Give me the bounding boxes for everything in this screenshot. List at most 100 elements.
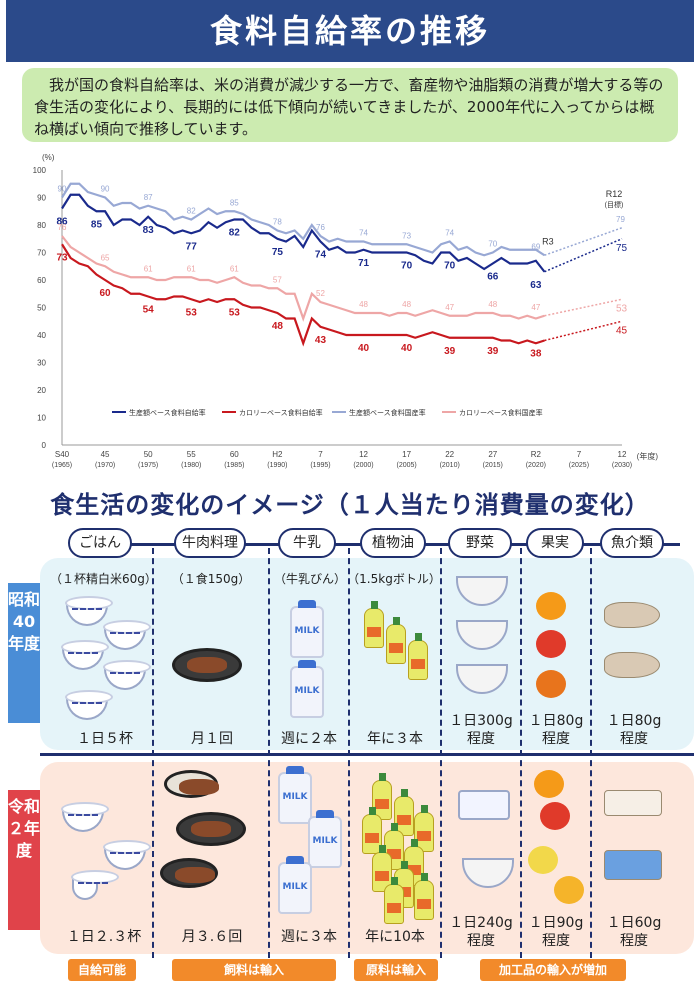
amount-beef-a: 月１回 bbox=[191, 731, 233, 747]
oil-bottle-icon bbox=[414, 873, 434, 920]
data-label: 78 bbox=[273, 218, 282, 227]
amount-milk-a: 週に２本 bbox=[281, 731, 337, 747]
x-tick-label: 12 bbox=[618, 450, 627, 459]
x-tick-year-label: (1980) bbox=[181, 462, 201, 469]
series-target-line bbox=[544, 238, 623, 273]
data-label: 61 bbox=[187, 264, 196, 273]
data-label: 63 bbox=[530, 280, 542, 291]
column-divider bbox=[152, 548, 154, 958]
amount-rice-a: １日５杯 bbox=[77, 731, 133, 747]
y-tick-label: 100 bbox=[33, 166, 47, 175]
y-tick-label: 90 bbox=[37, 194, 46, 203]
x-tick-label: 7 bbox=[318, 450, 323, 459]
category-seafood: 魚介類 bbox=[600, 528, 664, 558]
data-label: 40 bbox=[358, 343, 370, 354]
era-a-label: 昭和40年度 bbox=[8, 583, 40, 723]
annotation-r3: R3 bbox=[542, 237, 554, 247]
amount-veg-b: １日240g 程度 bbox=[449, 915, 513, 949]
data-label: 75 bbox=[272, 247, 284, 258]
data-label: 76 bbox=[316, 223, 325, 232]
x-tick-label: 55 bbox=[187, 450, 196, 459]
oil-bottle-icon bbox=[364, 601, 384, 648]
data-label: 52 bbox=[316, 289, 325, 298]
data-label: 53 bbox=[229, 307, 241, 318]
amount-fish-b: １日60g 程度 bbox=[606, 915, 662, 949]
x-tick-label: 45 bbox=[101, 450, 110, 459]
unit-milk: （牛乳びん） bbox=[273, 572, 346, 586]
category-oil: 植物油 bbox=[360, 528, 426, 558]
series-target-label: 75 bbox=[616, 243, 628, 254]
beef-dish-icon bbox=[160, 858, 218, 888]
column-divider bbox=[348, 548, 350, 958]
data-label: 86 bbox=[56, 217, 68, 228]
data-label: 40 bbox=[401, 343, 413, 354]
orange-icon bbox=[536, 592, 566, 620]
era-b-label: 令和２年度 bbox=[8, 790, 40, 930]
amount-fish-a: １日80g 程度 bbox=[606, 713, 662, 747]
sushi-icon bbox=[604, 790, 662, 816]
x-tick-year-label: (2015) bbox=[483, 462, 503, 469]
oil-bottle-icon bbox=[414, 805, 434, 852]
legend-label: カロリーベース食料国産率 bbox=[459, 408, 543, 417]
beef-dish-icon bbox=[176, 812, 246, 846]
annotation-r12: R12 bbox=[606, 189, 623, 199]
data-label: 74 bbox=[359, 229, 368, 238]
x-tick-label: 22 bbox=[445, 450, 454, 459]
x-tick-year-label: (2025) bbox=[569, 462, 589, 469]
series-target-label: 45 bbox=[616, 325, 628, 336]
column-divider bbox=[590, 548, 592, 958]
data-label: 74 bbox=[315, 250, 327, 261]
data-label: 60 bbox=[100, 288, 112, 299]
data-label: 71 bbox=[358, 258, 370, 269]
era-divider bbox=[40, 753, 694, 756]
category-milk: 牛乳 bbox=[278, 528, 336, 558]
column-divider bbox=[440, 548, 442, 958]
x-tick-year-label: (1995) bbox=[310, 462, 330, 469]
y-tick-label: 0 bbox=[42, 441, 47, 450]
data-label: 90 bbox=[101, 185, 110, 194]
unit-rice: （１杯精白米60g） bbox=[50, 572, 157, 586]
series-line bbox=[61, 193, 546, 273]
y-tick-label: 20 bbox=[37, 386, 46, 395]
data-label: 70 bbox=[401, 261, 413, 272]
milk-bottle-icon: MILK bbox=[278, 766, 312, 824]
data-label: 65 bbox=[101, 253, 110, 262]
data-label: 43 bbox=[315, 335, 327, 346]
oil-bottle-icon bbox=[394, 789, 414, 836]
series-target-line bbox=[544, 227, 623, 256]
series-line bbox=[61, 243, 545, 347]
category-beef: 牛肉料理 bbox=[174, 528, 246, 558]
data-label: 74 bbox=[445, 229, 454, 238]
tag-feed-imported: 飼料は輸入 bbox=[172, 959, 336, 981]
frozen-vegetables-icon bbox=[458, 790, 510, 820]
oil-bottle-icon bbox=[384, 877, 404, 924]
x-tick-year-label: (2010) bbox=[440, 462, 460, 469]
milk-bottle-icon: MILK bbox=[290, 660, 324, 718]
amount-oil-a: 年に３本 bbox=[367, 731, 423, 747]
column-divider bbox=[268, 548, 270, 958]
x-tick-year-label: (1975) bbox=[138, 462, 158, 469]
x-tick-label: 60 bbox=[230, 450, 239, 459]
data-label: 85 bbox=[230, 198, 239, 207]
data-label: 47 bbox=[445, 303, 454, 312]
unit-oil: （1.5kgボトル） bbox=[347, 572, 441, 586]
data-label: 90 bbox=[58, 185, 67, 194]
data-label: 73 bbox=[56, 252, 68, 263]
frozen-food-icon bbox=[604, 850, 662, 880]
amount-milk-b: 週に３本 bbox=[281, 929, 337, 945]
oil-bottle-icon bbox=[372, 845, 392, 892]
fish-icon bbox=[604, 602, 660, 628]
milk-bottle-icon: MILK bbox=[290, 600, 324, 658]
data-label: 53 bbox=[186, 307, 198, 318]
x-axis-label: (年度) bbox=[637, 451, 659, 461]
oil-bottle-icon bbox=[362, 807, 382, 854]
series-line bbox=[61, 182, 546, 257]
fish-icon bbox=[604, 652, 660, 678]
beef-dish-icon bbox=[172, 648, 242, 682]
data-label: 48 bbox=[359, 300, 368, 309]
x-tick-year-label: (2005) bbox=[396, 462, 416, 469]
data-label: 76 bbox=[58, 223, 67, 232]
data-label: 70 bbox=[444, 261, 456, 272]
legend-label: 生産額ベース食料自給率 bbox=[129, 408, 206, 417]
amount-rice-b: １日２.３杯 bbox=[66, 929, 142, 945]
